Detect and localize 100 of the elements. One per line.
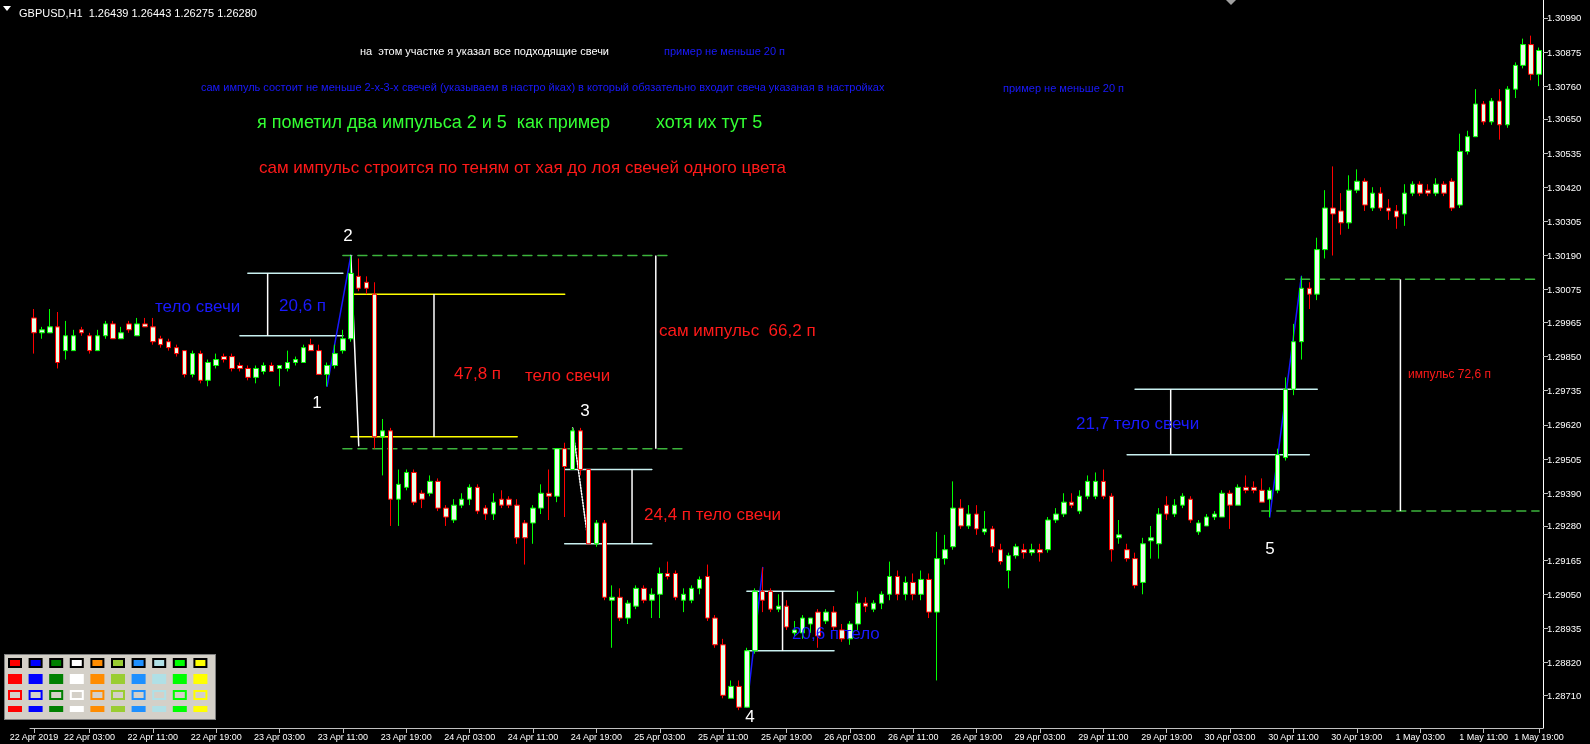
- candlestick: [435, 477, 441, 512]
- candlestick: [126, 320, 132, 334]
- candlestick: [1172, 498, 1177, 518]
- candlestick: [87, 332, 92, 355]
- x-tick-label: 24 Apr 11:00: [507, 731, 559, 742]
- candlestick: [499, 489, 504, 509]
- candlestick: [1037, 543, 1043, 563]
- x-tick-label: 26 Apr 11:00: [888, 731, 939, 742]
- annotation: сам импульс 66,2 п: [659, 320, 816, 340]
- y-tick-label: 1.30990: [1547, 12, 1582, 24]
- candlestick: [1370, 186, 1375, 212]
- candlestick: [340, 329, 346, 355]
- candlestick: [1489, 97, 1494, 126]
- candlestick: [1156, 507, 1162, 560]
- candlestick: [1481, 100, 1486, 126]
- candlestick: [419, 489, 425, 509]
- y-tick-label: 1.30190: [1547, 250, 1582, 262]
- candlestick: [1473, 88, 1478, 138]
- candlestick: [1219, 489, 1225, 518]
- x-tick-label: 23 Apr 03:00: [254, 731, 306, 742]
- candlestick: [768, 587, 773, 613]
- candlestick: [712, 614, 718, 649]
- candlestick: [1441, 180, 1447, 197]
- candlestick: [293, 356, 298, 366]
- candlestick: [609, 584, 615, 649]
- candlestick: [1465, 130, 1470, 156]
- candlestick: [55, 311, 60, 369]
- candlestick: [1188, 495, 1193, 524]
- candlestick: [673, 570, 678, 601]
- candlestick: [1029, 543, 1035, 557]
- candlestick: [1354, 168, 1360, 194]
- candlestick: [1433, 177, 1439, 197]
- candlestick: [665, 561, 670, 580]
- candlestick: [538, 483, 544, 515]
- candlestick: [855, 590, 861, 631]
- candlestick: [427, 474, 433, 497]
- x-tick-label: 1 May 03:00: [1395, 731, 1445, 742]
- candlestick: [784, 599, 789, 631]
- candlestick: [895, 570, 900, 601]
- text: GBPUSD,H1 1.26439 1.26443 1.26275 1.26280: [19, 6, 257, 19]
- candlestick: [285, 350, 290, 372]
- candlestick: [1338, 192, 1344, 236]
- candlestick: [974, 504, 979, 536]
- candlestick: [1085, 474, 1090, 500]
- annotation: 1: [312, 392, 322, 412]
- candlestick: [1449, 177, 1455, 212]
- candlestick: [118, 326, 124, 340]
- candlestick: [71, 329, 76, 352]
- x-tick-label: 30 Apr 03:00: [1204, 731, 1256, 742]
- candlestick: [198, 350, 203, 384]
- candlestick: [958, 498, 964, 530]
- candlestick: [396, 468, 401, 527]
- candlestick: [570, 427, 575, 470]
- x-tick-label: 22 Apr 19:00: [190, 731, 242, 742]
- y-tick-label: 1.29505: [1547, 453, 1582, 465]
- x-tick-label: 24 Apr 19:00: [570, 731, 622, 742]
- candlestick: [871, 599, 876, 613]
- candlestick: [1378, 186, 1383, 212]
- candlestick: [467, 483, 472, 506]
- candlestick: [174, 344, 179, 358]
- candlestick: [950, 480, 956, 551]
- y-tick-label: 1.30535: [1547, 147, 1582, 159]
- candlestick: [586, 468, 591, 545]
- candlestick: [1196, 519, 1201, 536]
- candlestick: [483, 504, 488, 521]
- candlestick: [1417, 180, 1423, 197]
- candlestick: [1362, 177, 1368, 212]
- y-tick-label: 1.30760: [1547, 80, 1582, 92]
- candlestick: [831, 605, 837, 631]
- candlestick: [594, 519, 599, 548]
- candlestick: [1259, 477, 1265, 503]
- x-tick-label: 23 Apr 19:00: [380, 731, 432, 742]
- y-tick-label: 1.29965: [1547, 316, 1582, 328]
- candlestick: [269, 362, 274, 372]
- candlestick: [522, 519, 528, 566]
- candlestick: [1394, 204, 1399, 230]
- y-tick-label: 1.28820: [1547, 657, 1582, 669]
- candlestick: [150, 317, 156, 346]
- candlestick: [237, 362, 243, 372]
- candlestick: [863, 596, 868, 613]
- candlestick: [1346, 174, 1352, 230]
- x-tick-label: 24 Apr 03:00: [444, 731, 496, 742]
- candlestick: [918, 570, 924, 601]
- x-tick-label: 25 Apr 11:00: [697, 731, 749, 742]
- y-tick-label: 1.30875: [1547, 46, 1582, 58]
- y-tick-label: 1.29280: [1547, 520, 1582, 532]
- candlestick: [1132, 552, 1138, 589]
- candlestick: [926, 572, 932, 619]
- candlestick: [1235, 483, 1241, 506]
- candlestick: [1283, 376, 1288, 462]
- candlestick: [1227, 489, 1233, 530]
- candlestick: [602, 519, 607, 601]
- candlestick: [39, 326, 45, 340]
- candlestick: [728, 679, 734, 699]
- candlestick: [1402, 183, 1407, 227]
- candlestick: [625, 599, 631, 625]
- candlestick: [1093, 471, 1098, 500]
- candlestick: [1109, 492, 1114, 563]
- candlestick: [142, 317, 148, 328]
- candlestick: [1021, 543, 1027, 560]
